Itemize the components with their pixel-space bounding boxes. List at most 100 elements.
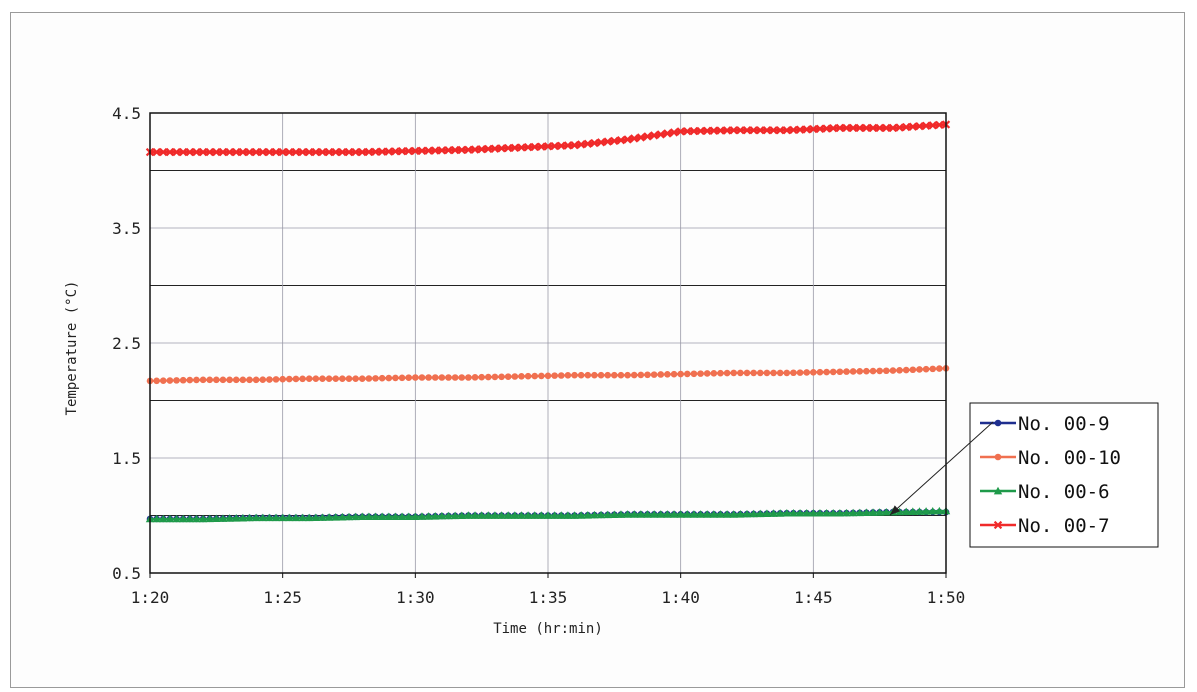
data-point: [451, 374, 459, 381]
data-point: [889, 367, 897, 374]
data-point: [623, 510, 632, 518]
data-point: [291, 513, 301, 522]
legend-label: No. 00-7: [1018, 515, 1110, 537]
data-point: [173, 377, 180, 384]
data-point: [272, 376, 280, 383]
data-point: [232, 147, 241, 157]
data-point: [404, 146, 413, 156]
x-tick-label: 1:20: [131, 588, 170, 607]
data-point: [425, 374, 432, 381]
data-point: [816, 368, 824, 376]
data-point: [464, 145, 473, 154]
data-point: [518, 373, 525, 380]
data-point: [836, 368, 844, 376]
data-point: [344, 147, 354, 157]
data-point: [603, 510, 612, 519]
data-point: [318, 147, 327, 157]
data-point: [378, 374, 386, 382]
legend-item: No. 00-9: [980, 413, 1110, 435]
data-point: [709, 126, 719, 135]
data-point: [829, 509, 838, 517]
data-point: [908, 507, 918, 515]
data-point: [431, 146, 440, 155]
data-point: [198, 147, 208, 157]
data-point: [266, 376, 273, 383]
chart-frame: [10, 12, 1185, 688]
data-point: [883, 367, 890, 375]
data-point: [465, 374, 472, 381]
data-point: [258, 513, 267, 522]
data-point: [617, 371, 625, 379]
data-point: [636, 510, 646, 518]
data-point: [424, 512, 433, 520]
data-point: [929, 365, 937, 373]
pointer-arrowhead: [890, 505, 901, 515]
data-point: [921, 507, 931, 515]
data-point: [286, 375, 293, 383]
data-point: [511, 373, 519, 380]
legend-item: No. 00-7: [980, 515, 1110, 537]
data-point: [238, 513, 248, 522]
data-point: [855, 508, 864, 517]
data-point: [543, 511, 553, 519]
data-point: [684, 370, 691, 378]
data-point: [729, 126, 738, 135]
data-point: [364, 147, 374, 157]
x-tick-label: 1:40: [661, 588, 700, 607]
legend-swatch-marker: [994, 453, 1002, 461]
data-point: [576, 140, 586, 149]
data-point: [809, 509, 818, 517]
data-point: [498, 373, 505, 381]
data-point: [265, 513, 274, 522]
data-point: [324, 513, 334, 521]
data-point: [604, 371, 611, 379]
data-point: [644, 371, 651, 379]
data-point: [397, 512, 407, 521]
data-point: [882, 507, 891, 516]
data-point: [418, 374, 426, 381]
series-no-00-6: [145, 506, 951, 523]
data-point: [676, 127, 685, 136]
data-point: [358, 512, 367, 521]
data-point: [152, 147, 161, 157]
data-point: [756, 369, 764, 377]
data-point: [225, 147, 234, 157]
data-point: [470, 511, 480, 519]
data-point: [649, 131, 659, 140]
data-point: [458, 374, 466, 381]
data-point: [239, 376, 247, 384]
data-point: [344, 512, 354, 521]
data-point: [863, 367, 870, 375]
data-point: [251, 147, 261, 157]
plot-series: [145, 120, 951, 523]
data-point: [809, 124, 818, 134]
data-point: [517, 511, 526, 519]
data-point: [868, 508, 878, 516]
data-point: [510, 511, 520, 519]
data-point: [636, 133, 646, 142]
data-point: [299, 375, 306, 383]
data-point: [444, 511, 453, 520]
data-point: [531, 372, 539, 380]
y-tick-label: 2.5: [112, 334, 141, 353]
data-point: [510, 143, 520, 152]
legend-label: No. 00-10: [1018, 447, 1121, 469]
data-point: [530, 511, 539, 519]
data-point: [908, 122, 918, 131]
data-point: [802, 509, 811, 517]
data-point: [749, 126, 758, 135]
data-point: [523, 511, 533, 519]
data-point: [664, 371, 671, 378]
data-point: [909, 366, 917, 374]
data-point: [291, 147, 301, 157]
data-point: [730, 369, 738, 377]
data-point: [571, 371, 578, 379]
data-point: [543, 142, 553, 151]
y-tick-label: 0.5: [112, 564, 141, 583]
data-point: [656, 510, 665, 518]
data-point: [756, 509, 765, 518]
legend-pointer: [889, 421, 994, 516]
data-point: [591, 371, 598, 379]
data-point: [226, 376, 233, 384]
